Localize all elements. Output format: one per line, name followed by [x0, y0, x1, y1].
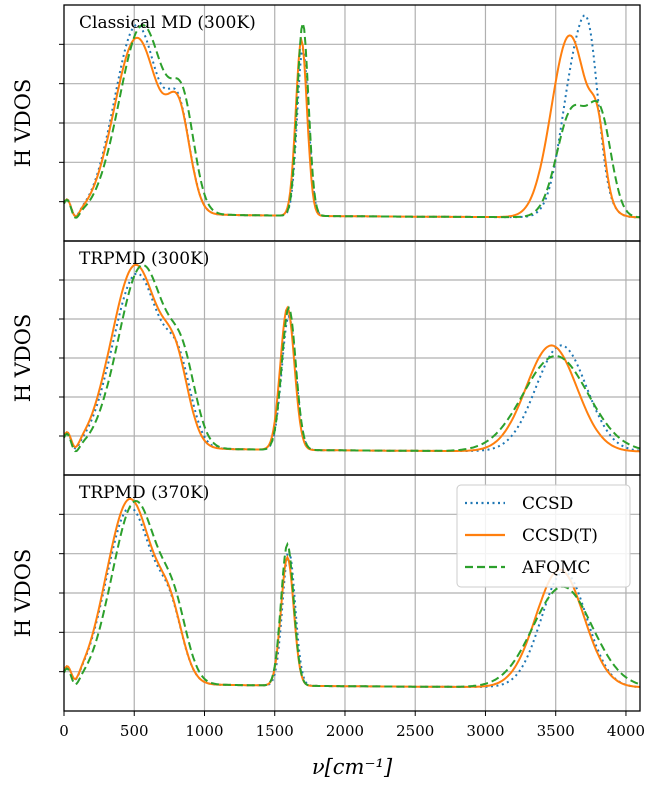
series-ccsd-line: [63, 506, 641, 689]
panel-2: TRPMD (300K) H VDOS: [11, 240, 641, 476]
series-ccsd-line: [63, 272, 641, 452]
y-axis-label: H VDOS: [11, 549, 35, 638]
panel-title: TRPMD (370K): [79, 483, 209, 503]
x-tick-label: 4000: [607, 722, 645, 740]
x-tick-label: 3500: [537, 722, 575, 740]
series-ccsdt-line: [63, 34, 641, 219]
x-tick-label: 2500: [396, 722, 434, 740]
x-tick-labels: 0 500 1000 1500 2000 2500 3000 3500 4000: [59, 711, 645, 740]
y-axis-label: H VDOS: [11, 314, 35, 403]
legend-label: CCSD: [522, 494, 573, 514]
y-axis-label: H VDOS: [11, 79, 35, 168]
x-axis-label: ν[cm⁻¹]: [312, 755, 393, 779]
panels: Classical MD (300K) H VDOS TRPMD (300K) H V…: [11, 4, 641, 712]
panel-frame: [63, 474, 641, 712]
x-tick-label: 0: [59, 722, 69, 740]
x-tick-label: 3000: [466, 722, 504, 740]
series-afqmc-line: [63, 22, 641, 219]
series-ccsd-line: [63, 14, 640, 219]
x-tick-label: 500: [120, 722, 149, 740]
legend: CCSD CCSD(T) AFQMC: [456, 484, 631, 588]
x-tick-label: 1500: [256, 722, 294, 740]
legend-entries: CCSD CCSD(T) AFQMC: [465, 494, 598, 578]
series-afqmc-line: [63, 499, 641, 688]
x-tick-label: 2000: [326, 722, 364, 740]
series-afqmc-line: [63, 263, 641, 453]
legend-label: CCSD(T): [522, 526, 598, 546]
x-tick-label: 1000: [185, 722, 223, 740]
legend-label: AFQMC: [521, 558, 590, 578]
panel-title: TRPMD (300K): [79, 249, 209, 269]
panel-1: Classical MD (300K) H VDOS: [11, 4, 641, 242]
legend-box: [456, 484, 631, 588]
panel-title: Classical MD (300K): [79, 13, 256, 33]
